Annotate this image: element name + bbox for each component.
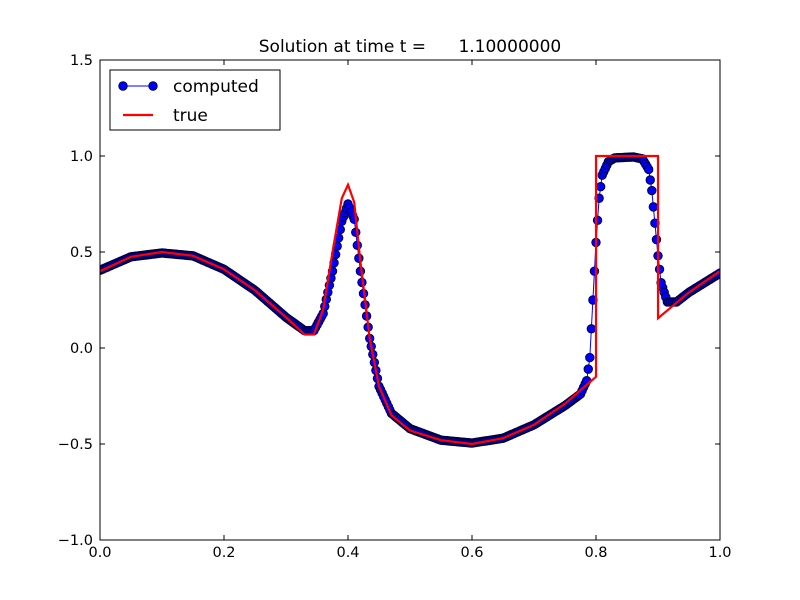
legend-box bbox=[109, 69, 281, 131]
chart-title: Solution at time t = 1.10000000 bbox=[259, 37, 561, 57]
computed-marker bbox=[589, 266, 600, 276]
y-tick-label: 1.5 bbox=[70, 53, 93, 69]
computed-marker bbox=[586, 324, 597, 334]
series-true bbox=[100, 154, 720, 446]
computed-marker bbox=[645, 175, 655, 185]
computed-marker bbox=[654, 264, 665, 274]
series-layer bbox=[100, 152, 720, 448]
y-tick-label: −1.0 bbox=[58, 533, 93, 549]
y-tick-label: 0.0 bbox=[70, 341, 93, 357]
legend-label-computed: computed bbox=[173, 77, 259, 97]
plot-frame bbox=[99, 59, 721, 541]
y-tick-label: 0.5 bbox=[70, 245, 93, 261]
computed-marker bbox=[651, 234, 662, 245]
x-tick-label: 0.0 bbox=[88, 545, 111, 561]
x-tick-label: 0.4 bbox=[336, 545, 359, 561]
legend-label-true: true bbox=[173, 106, 208, 126]
computed-marker bbox=[585, 352, 595, 363]
y-tick-label: −0.5 bbox=[58, 437, 93, 453]
legend: computed true bbox=[109, 69, 281, 131]
plot-area bbox=[100, 60, 720, 540]
x-tick-label: 1.0 bbox=[708, 545, 731, 561]
x-tick-label: 0.6 bbox=[460, 545, 483, 561]
true-line bbox=[100, 154, 720, 446]
computed-marker bbox=[583, 364, 593, 374]
y-tick-label: 1.0 bbox=[70, 149, 93, 165]
computed-marker bbox=[648, 202, 659, 212]
legend-computed-marker bbox=[148, 81, 158, 91]
x-tick-label: 0.2 bbox=[212, 545, 235, 561]
computed-marker bbox=[647, 185, 657, 196]
x-tick-label: 0.8 bbox=[584, 545, 607, 561]
computed-marker bbox=[592, 215, 603, 226]
computed-marker bbox=[595, 182, 606, 192]
computed-marker bbox=[644, 164, 654, 175]
legend-computed-marker bbox=[118, 81, 128, 91]
ticks-layer: 0.0 0.2 0.4 0.6 0.8 1.0 −1.0 −0.5 0.0 0.5 1.0 1.5 bbox=[58, 53, 732, 561]
